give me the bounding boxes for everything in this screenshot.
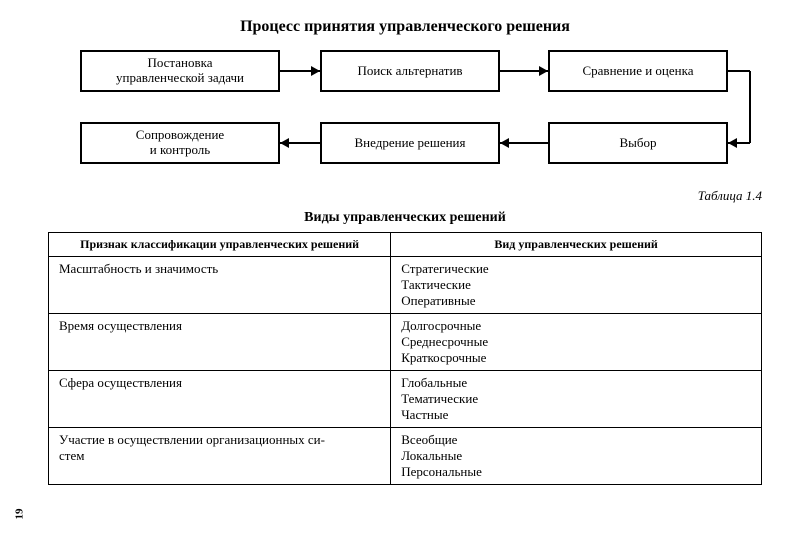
table-cell-types: ДолгосрочныеСреднесрочныеКраткосрочные bbox=[391, 314, 762, 371]
table-cell-criterion: Время осуществления bbox=[49, 314, 391, 371]
table-cell-types: ГлобальныеТематическиеЧастные bbox=[391, 371, 762, 428]
table-row: Сфера осуществленияГлобальныеТематически… bbox=[49, 371, 762, 428]
flowchart: Постановкауправленческой задачиПоиск аль… bbox=[48, 50, 762, 180]
page-number: 19 bbox=[14, 509, 26, 520]
table-cell-criterion: Участие в осуществлении организационных … bbox=[49, 428, 391, 485]
table-cell-types: ВсеобщиеЛокальныеПерсональные bbox=[391, 428, 762, 485]
table-cell-criterion: Сфера осуществления bbox=[49, 371, 391, 428]
table-header-1: Признак классификации управленческих реш… bbox=[49, 233, 391, 257]
table-row: Участие в осуществлении организационных … bbox=[49, 428, 762, 485]
table-row: Время осуществленияДолгосрочныеСреднесро… bbox=[49, 314, 762, 371]
table-cell-criterion: Масштабность и значимость bbox=[49, 257, 391, 314]
table-row: Масштабность и значимостьСтратегическиеТ… bbox=[49, 257, 762, 314]
table-caption: Таблица 1.4 bbox=[48, 188, 762, 204]
decisions-table: Признак классификации управленческих реш… bbox=[48, 232, 762, 485]
table-title: Виды управленческих решений bbox=[48, 210, 762, 226]
flow-arrows bbox=[48, 50, 762, 180]
table-cell-types: СтратегическиеТактическиеОперативные bbox=[391, 257, 762, 314]
main-title: Процесс принятия управленческого решения bbox=[48, 18, 762, 36]
table-header-2: Вид управленческих решений bbox=[391, 233, 762, 257]
